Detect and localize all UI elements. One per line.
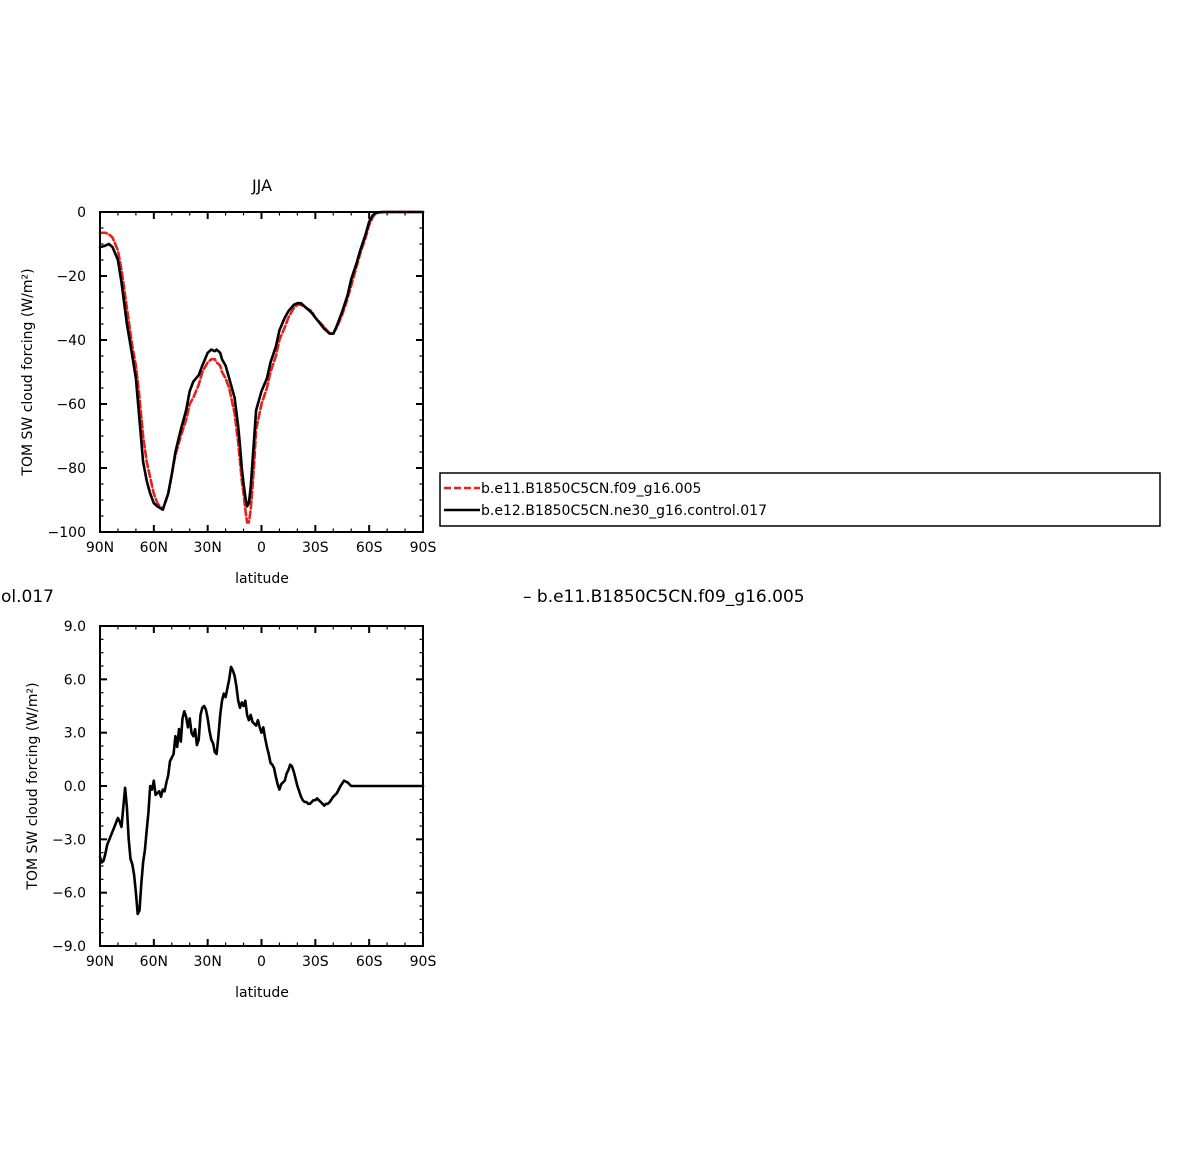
top-panel-x-tick-label: 90S: [410, 540, 437, 556]
bottom-panel-series-line-1: [98, 665, 425, 916]
bottom-panel-y-tick-label: 3.0: [64, 726, 86, 742]
partial-title-left: ol.017: [1, 587, 54, 607]
top-panel-series-line-2: [98, 210, 425, 511]
top-panel-y-tick-label: −40: [56, 333, 86, 349]
bottom-panel-x-tick-label: 0: [257, 954, 266, 970]
bottom-panel-y-tick-label: −3.0: [52, 832, 86, 848]
legend-entry-2: b.e12.B1850C5CN.ne30_g16.control.017: [481, 503, 767, 519]
bottom-panel-y-tick-label: 9.0: [64, 619, 86, 635]
top-panel-x-axis-label: latitude: [235, 571, 289, 587]
bottom-panel-x-tick-label: 30S: [302, 954, 329, 970]
top-panel-ticks: 90N 60N 30N 0 30S 60S 90S 0 −20 −40 −60 −80 −100: [48, 205, 437, 556]
top-panel-title: JJA: [251, 176, 272, 195]
partial-title-right: – b.e11.B1850C5CN.f09_g16.005: [523, 587, 805, 607]
bottom-panel-x-tick-label: 90N: [86, 954, 114, 970]
top-panel-y-tick-label: −100: [48, 525, 86, 541]
top-panel-x-tick-label: 90N: [86, 540, 114, 556]
bottom-panel: 90N 60N 30N 0 30S 60S 90S 9.0 6.0 3.0 0.0 −3.0 −6.0 −…: [25, 619, 436, 1001]
bottom-panel-y-tick-label: −6.0: [52, 886, 86, 902]
top-panel: JJA 90N 60N 30N 0 30S 60S 90S 0 −20 −40 −60 −80 −100…: [20, 176, 436, 587]
bottom-panel-x-tick-label: 60N: [140, 954, 168, 970]
top-panel-y-axis-label: TOM SW cloud forcing (W/m²): [20, 268, 36, 476]
top-panel-x-tick-label: 30S: [302, 540, 329, 556]
bottom-panel-x-tick-label: 30N: [194, 954, 222, 970]
bottom-panel-y-tick-label: −9.0: [52, 939, 86, 955]
bottom-panel-y-tick-label: 6.0: [64, 672, 86, 688]
top-panel-x-tick-label: 60N: [140, 540, 168, 556]
top-panel-x-tick-label: 30N: [194, 540, 222, 556]
legend: b.e11.B1850C5CN.f09_g16.005 b.e12.B1850C…: [439, 472, 1161, 527]
top-panel-y-tick-label: −80: [56, 461, 86, 477]
bottom-panel-y-axis-label: TOM SW cloud forcing (W/m²): [25, 682, 41, 890]
top-panel-series: [98, 210, 425, 524]
top-panel-y-tick-label: −20: [56, 269, 86, 285]
bottom-panel-series: [98, 665, 425, 916]
bottom-panel-ticks: 90N 60N 30N 0 30S 60S 90S 9.0 6.0 3.0 0.0 −3.0 −6.0 −…: [52, 619, 436, 970]
top-panel-x-tick-label: 60S: [356, 540, 383, 556]
top-panel-x-tick-label: 0: [257, 540, 266, 556]
top-panel-series-line-1: [98, 210, 425, 524]
bottom-panel-y-tick-label: 0.0: [64, 779, 86, 795]
bottom-panel-x-axis-label: latitude: [235, 985, 289, 1001]
top-panel-y-tick-label: 0: [77, 205, 86, 221]
legend-entry-1: b.e11.B1850C5CN.f09_g16.005: [481, 481, 701, 497]
top-panel-y-tick-label: −60: [56, 397, 86, 413]
bottom-panel-x-tick-label: 60S: [356, 954, 383, 970]
legend-box: [439, 472, 1161, 527]
bottom-panel-x-tick-label: 90S: [410, 954, 437, 970]
